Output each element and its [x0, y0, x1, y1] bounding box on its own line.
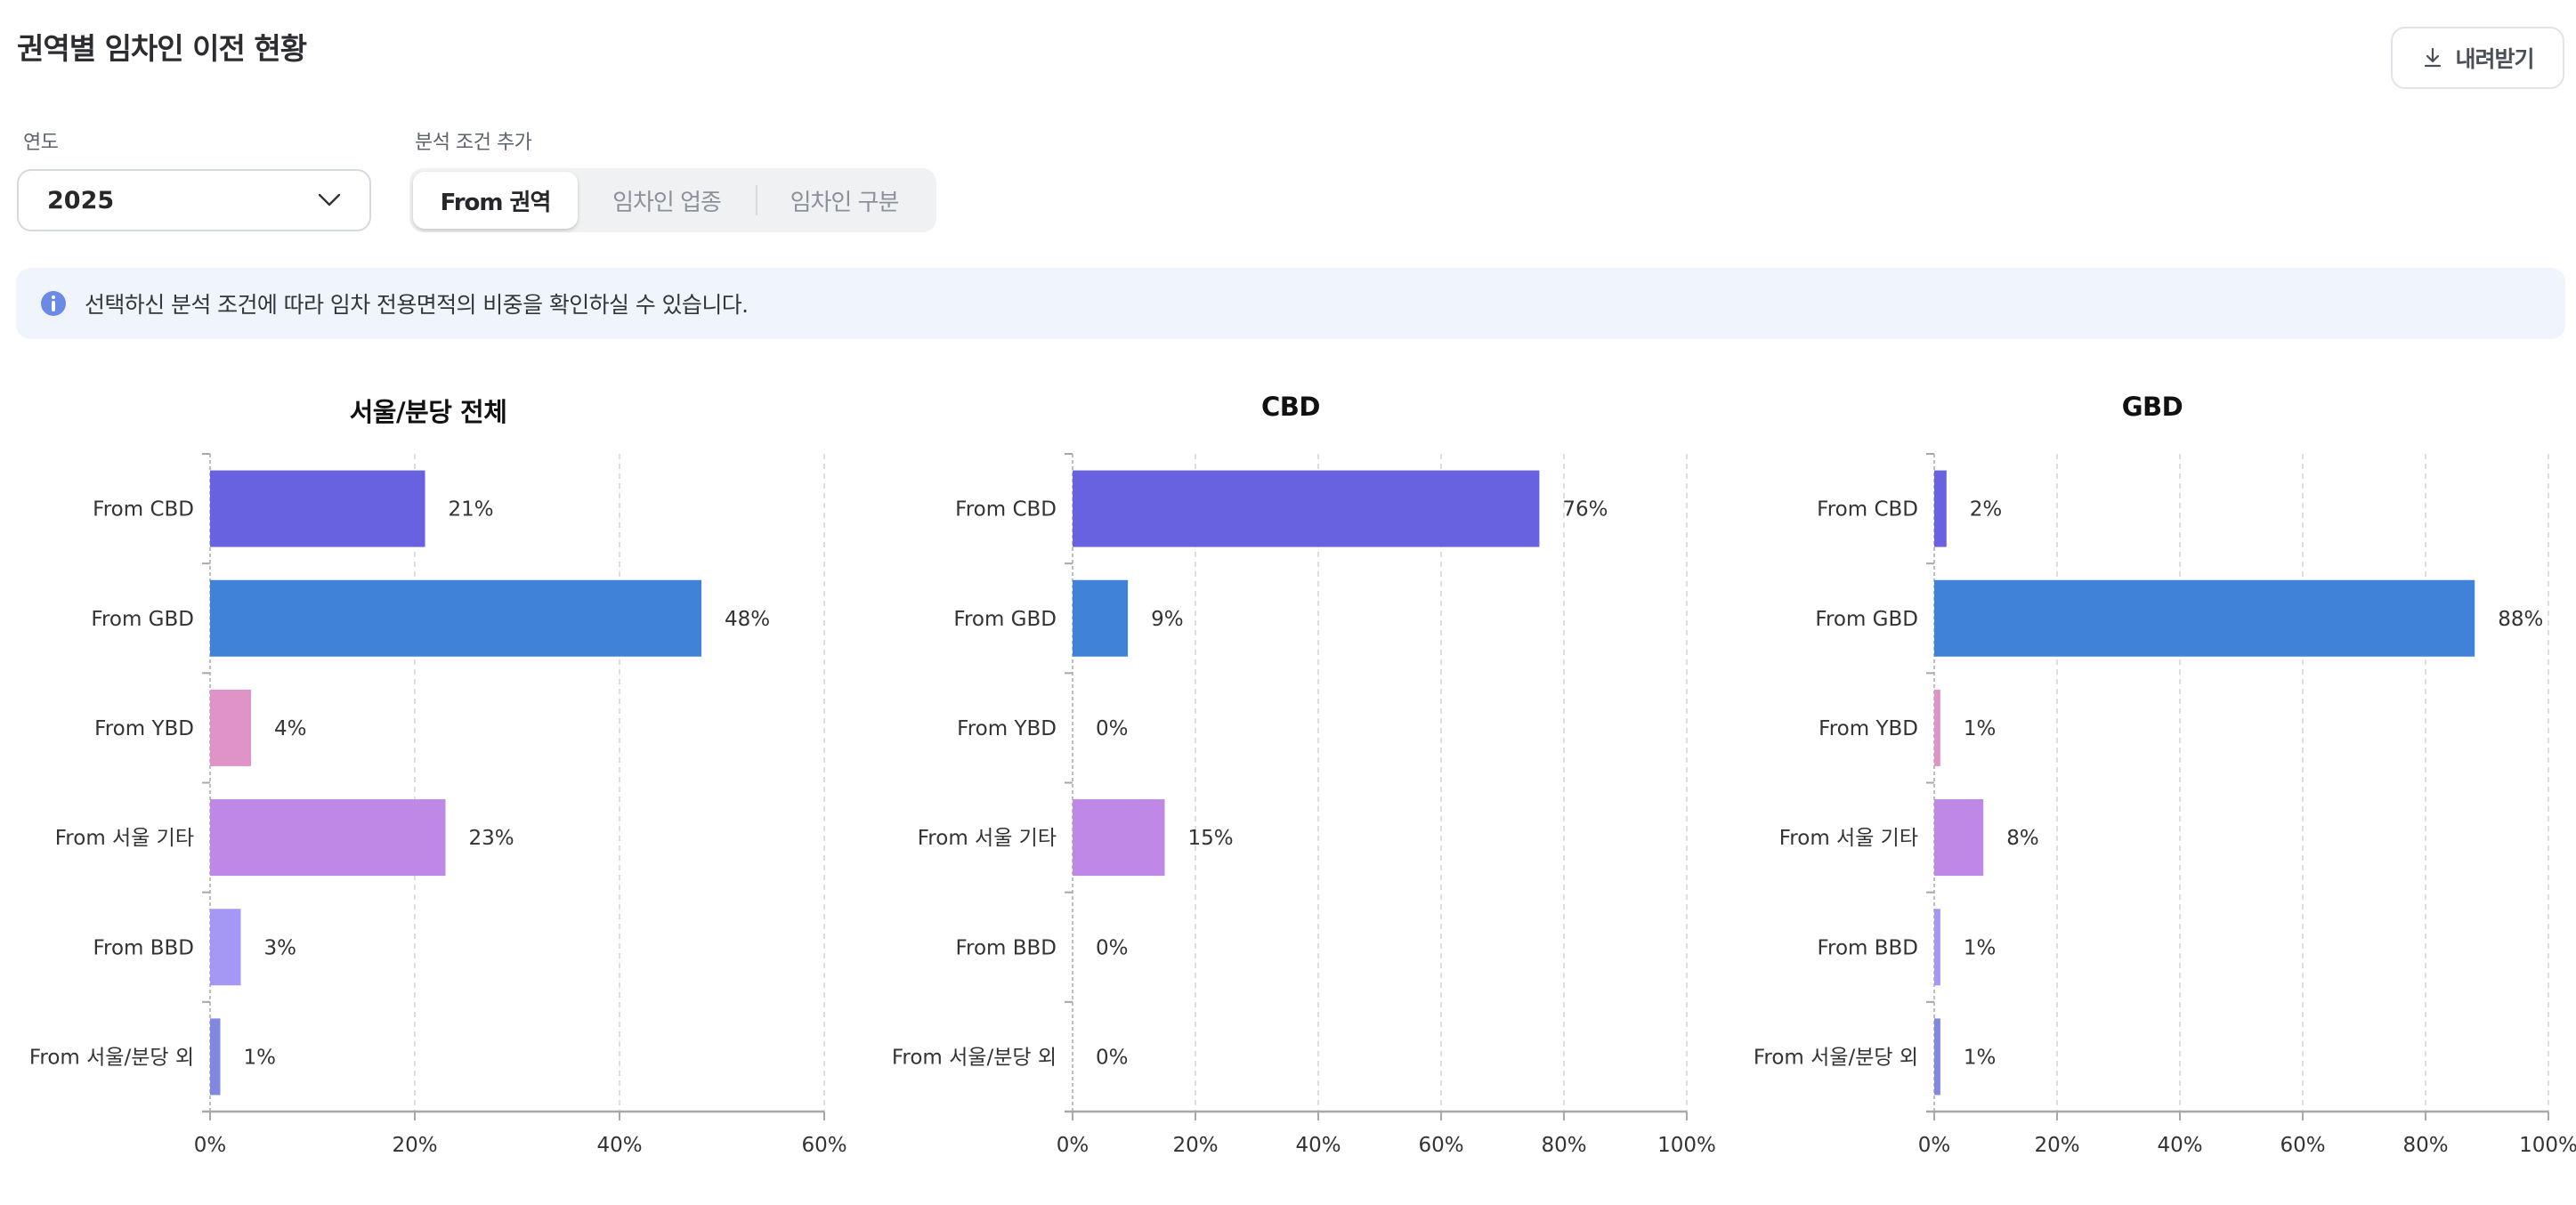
value-label: 15% — [1188, 827, 1234, 850]
bar — [1073, 579, 1129, 657]
value-label: 0% — [1096, 1046, 1129, 1069]
x-tick-label: 60% — [801, 1134, 847, 1157]
chart-title: 서울/분당 전체 — [349, 397, 507, 427]
category-label: From CBD — [1817, 498, 1918, 522]
x-tick-label: 60% — [2280, 1134, 2325, 1157]
category-label: From CBD — [93, 498, 194, 522]
bar — [210, 579, 701, 657]
value-label: 2% — [1970, 498, 2003, 522]
category-label: From BBD — [1817, 936, 1918, 959]
chart-title: GBD — [2121, 392, 2183, 422]
bar — [1073, 470, 1540, 547]
chart-svg: 0% 20% 40% 60% From CBD 21% From GBD 48% From YB… — [29, 453, 847, 1157]
x-tick-label: 40% — [596, 1134, 642, 1157]
bar — [1934, 1018, 1940, 1096]
value-label: 1% — [1964, 1046, 1997, 1069]
bar — [210, 689, 251, 766]
category-label: From YBD — [94, 717, 194, 740]
category-label: From GBD — [953, 608, 1057, 631]
page-title: 권역별 임차인 이전 현황 — [17, 31, 307, 66]
chart-svg: 0% 20% 40% 60% 80% 100% From CBD 76% From GBD 9% F… — [892, 453, 1716, 1157]
category-label: From BBD — [955, 936, 1057, 959]
x-tick-label: 80% — [1541, 1134, 1586, 1157]
bar — [1934, 909, 1940, 986]
bar — [210, 909, 241, 986]
value-label: 1% — [244, 1046, 277, 1069]
chart-title: CBD — [1261, 392, 1320, 422]
x-tick-label: 0% — [1057, 1134, 1090, 1157]
download-button[interactable]: 내려받기 — [2391, 27, 2564, 89]
download-icon — [2425, 47, 2442, 68]
category-label: From 서울 기타 — [1779, 827, 1918, 850]
condition-label: 분석 조건 추가 — [415, 132, 532, 154]
x-tick-label: 40% — [1295, 1134, 1341, 1157]
value-label: 3% — [264, 936, 297, 959]
year-select[interactable]: 2025 — [17, 169, 371, 231]
bar — [210, 799, 446, 877]
x-tick-label: 0% — [194, 1134, 227, 1157]
bar — [1934, 470, 1947, 547]
chart-cbd: CBD 0% 20% 40% 60% 80% 100% From CBD 76% From GB… — [880, 374, 1716, 1175]
value-label: 48% — [725, 608, 770, 631]
x-tick-label: 60% — [1418, 1134, 1463, 1157]
value-label: 1% — [1964, 936, 1997, 959]
chart-seoul-bundang-total: 서울/분당 전체 0% 20% 40% 60% From CBD 21% From GBD 4… — [18, 374, 847, 1175]
x-tick-label: 40% — [2157, 1134, 2202, 1157]
value-label: 76% — [1562, 498, 1608, 522]
value-label: 21% — [449, 498, 494, 522]
year-label: 연도 — [23, 132, 59, 154]
chart-svg: 0% 20% 40% 60% 80% 100% From CBD 2% From GBD 88% F… — [1754, 453, 2576, 1157]
bar — [1073, 799, 1165, 877]
x-tick-label: 20% — [1172, 1134, 1218, 1157]
category-label: From GBD — [1815, 608, 1918, 631]
tab-tenant-type[interactable]: 임차인 구분 — [790, 189, 900, 216]
bar — [210, 1018, 221, 1096]
info-icon — [41, 291, 66, 316]
category-label: From YBD — [957, 717, 1057, 740]
x-tick-label: 20% — [392, 1134, 437, 1157]
tab-divider — [756, 185, 757, 215]
category-label: From 서울/분당 외 — [29, 1046, 194, 1069]
bar — [1934, 689, 1940, 766]
bar — [210, 470, 425, 547]
category-label: From 서울 기타 — [918, 827, 1057, 850]
value-label: 0% — [1096, 936, 1129, 959]
category-label: From 서울 기타 — [55, 827, 194, 850]
x-tick-label: 100% — [2519, 1134, 2576, 1157]
category-label: From BBD — [93, 936, 194, 959]
value-label: 8% — [2006, 827, 2039, 850]
x-tick-label: 20% — [2034, 1134, 2079, 1157]
bar — [1934, 579, 2475, 657]
value-label: 0% — [1096, 717, 1129, 740]
tab-from-region[interactable]: From 권역 — [413, 172, 578, 229]
chart-gbd: GBD 0% 20% 40% 60% 80% 100% From CBD 2% From GBD… — [1742, 374, 2576, 1175]
category-label: From 서울/분당 외 — [892, 1046, 1057, 1069]
x-tick-label: 100% — [1657, 1134, 1716, 1157]
category-label: From GBD — [91, 608, 194, 631]
bar — [1934, 799, 1984, 877]
x-tick-label: 0% — [1918, 1134, 1951, 1157]
value-label: 23% — [469, 827, 514, 850]
info-banner: 선택하신 분석 조건에 따라 임차 전용면적의 비중을 확인하실 수 있습니다. — [16, 268, 2565, 339]
tab-tenant-industry[interactable]: 임차인 업종 — [612, 189, 722, 216]
info-text: 선택하신 분석 조건에 따라 임차 전용면적의 비중을 확인하실 수 있습니다. — [85, 292, 749, 318]
value-label: 88% — [2498, 608, 2543, 631]
value-label: 1% — [1964, 717, 1997, 740]
x-tick-label: 80% — [2402, 1134, 2448, 1157]
category-label: From 서울/분당 외 — [1754, 1046, 1918, 1069]
download-label: 내려받기 — [2455, 46, 2534, 72]
chevron-down-icon — [318, 193, 341, 206]
value-label: 9% — [1151, 608, 1184, 631]
value-label: 4% — [274, 717, 307, 740]
condition-segmented-control: From 권역 임차인 업종 임차인 구분 — [409, 168, 936, 232]
year-value: 2025 — [47, 186, 115, 214]
category-label: From YBD — [1819, 717, 1918, 740]
category-label: From CBD — [955, 498, 1057, 522]
